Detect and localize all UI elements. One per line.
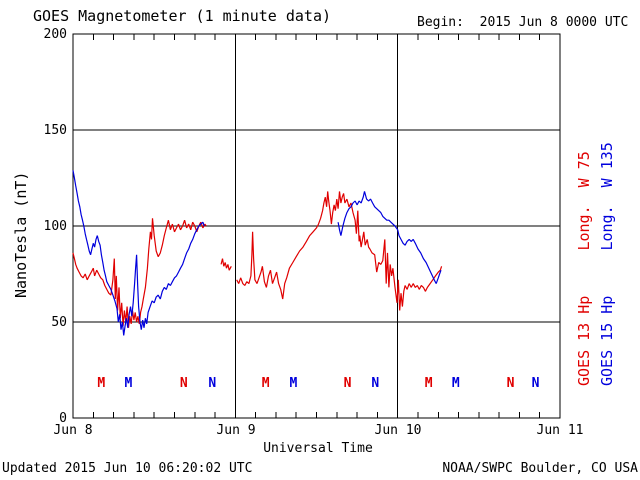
y-tick-label-50: 50	[51, 315, 67, 330]
y-tick-label-150: 150	[43, 123, 67, 138]
local-time-marker-n-goes13: N	[179, 376, 188, 391]
local-time-marker-m-goes15: M	[289, 376, 298, 391]
y-axis-title: NanoTesla (nT)	[12, 171, 30, 298]
local-time-marker-n-goes13: N	[506, 376, 515, 391]
y-tick-label-100: 100	[43, 219, 67, 234]
y-tick-label-200: 200	[43, 27, 67, 42]
local-time-marker-n-goes13: N	[343, 376, 352, 391]
page-title: GOES Magnetometer (1 minute data)	[33, 7, 332, 25]
source-credit: NOAA/SWPC Boulder, CO USA	[442, 461, 638, 476]
updated-timestamp: Updated 2015 Jun 10 06:20:02 UTC	[2, 461, 253, 476]
x-tick-label-jun9: Jun 9	[216, 423, 256, 438]
x-tick-label-jun8: Jun 8	[53, 423, 93, 438]
x-axis-title: Universal Time	[263, 441, 373, 456]
local-time-marker-m-goes13: M	[261, 376, 270, 391]
local-time-marker-m-goes13: M	[424, 376, 433, 391]
legend-goes13: GOES 13 Hp Long. W 75	[575, 151, 593, 386]
begin-timestamp: Begin: 2015 Jun 8 0000 UTC	[417, 15, 629, 30]
y-tick-label-0: 0	[59, 411, 67, 426]
local-time-marker-m-goes15: M	[124, 376, 133, 391]
x-tick-label-jun10: Jun 10	[374, 423, 422, 438]
local-time-marker-n-goes15: N	[531, 376, 540, 391]
legend-goes15: GOES 15 Hp Long. W 135	[598, 142, 616, 386]
local-time-marker-n-goes15: N	[371, 376, 380, 391]
x-tick-label-jun11: Jun 11	[536, 423, 584, 438]
local-time-marker-m-goes15: M	[451, 376, 460, 391]
local-time-marker-n-goes15: N	[208, 376, 217, 391]
local-time-marker-m-goes13: M	[97, 376, 106, 391]
